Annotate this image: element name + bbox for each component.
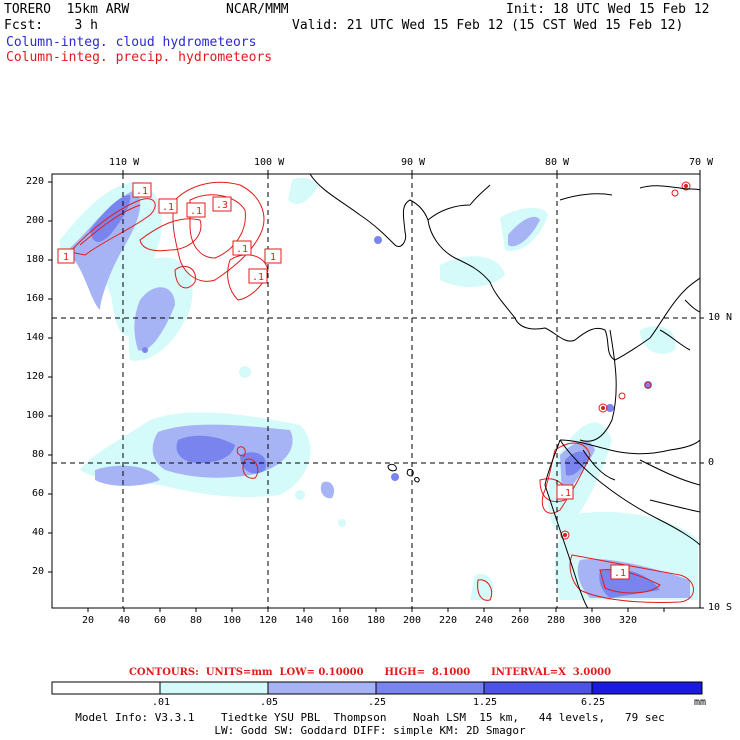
- x-tick-label: 140: [295, 615, 314, 626]
- x-tick-label: 320: [619, 615, 638, 626]
- map-plot-area: [52, 174, 700, 608]
- contour-label: .1: [232, 240, 252, 256]
- colorbar-bin-1: [159, 681, 269, 695]
- model-info-line1: Model Info: V3.3.1 Tiedtke YSU PBL Thomp…: [75, 711, 665, 724]
- x-tick-label: 60: [154, 615, 167, 626]
- y-tick-label: 60: [32, 488, 45, 499]
- svg-text:.1: .1: [252, 272, 264, 283]
- y-tick-label: 80: [32, 449, 45, 460]
- precip-cores: [563, 184, 688, 537]
- contour-label: .1: [158, 198, 178, 214]
- model-title: TORERO 15km ARW: [4, 2, 130, 17]
- lat-label: 10 S: [708, 602, 733, 613]
- x-tick-label: 160: [331, 615, 350, 626]
- x-tick-label: 80: [190, 615, 203, 626]
- y-tick-label: 40: [32, 527, 45, 538]
- lon-label: 110 W: [109, 157, 140, 168]
- y-tick-label: 140: [26, 332, 45, 343]
- colorbar-label: .01: [152, 697, 171, 708]
- y-tick-label: 20: [32, 566, 45, 577]
- x-tick-label: 280: [547, 615, 566, 626]
- svg-text:.1: .1: [162, 202, 174, 213]
- svg-text:.1: .1: [190, 206, 202, 217]
- valid-time: Valid: 21 UTC Wed 15 Feb 12 (15 CST Wed …: [292, 18, 684, 33]
- left-ticks: [48, 181, 52, 573]
- svg-text:.1: .1: [559, 488, 571, 499]
- colorbar-label: .05: [260, 697, 279, 708]
- colorbar-unit: mm: [694, 697, 707, 708]
- forecast-hour: Fcst: 3 h: [4, 18, 98, 33]
- contour-label: .1: [132, 182, 152, 198]
- x-tick-label: 120: [259, 615, 278, 626]
- top-ticks: [122, 170, 701, 174]
- contour-label: .3: [212, 196, 232, 212]
- x-tick-label: 260: [511, 615, 530, 626]
- x-tick-label: 20: [82, 615, 95, 626]
- coastlines: [309, 174, 700, 608]
- x-tick-label: 40: [118, 615, 131, 626]
- y-tick-label: 220: [26, 176, 45, 187]
- lon-label: 70 W: [689, 157, 714, 168]
- colorbar-bin-5: [591, 681, 703, 695]
- svg-text:1: 1: [270, 252, 276, 263]
- org-label: NCAR/MMM: [226, 2, 289, 17]
- colorbar-bin-0: [51, 681, 161, 695]
- x-tick-label: 300: [583, 615, 602, 626]
- y-tick-label: 200: [26, 215, 45, 226]
- y-tick-label: 180: [26, 254, 45, 265]
- cloud-shading-dark: [90, 195, 660, 598]
- colorbar-bin-4: [483, 681, 593, 695]
- colorbar: [51, 681, 703, 695]
- contour-label: 1: [57, 248, 75, 264]
- y-tick-label: 160: [26, 293, 45, 304]
- y-tick-label: 100: [26, 410, 45, 421]
- contour-label: .1: [248, 268, 268, 284]
- model-info-line2: LW: Godd SW: Goddard DIFF: simple KM: 2D…: [214, 724, 526, 737]
- svg-text:1: 1: [63, 252, 69, 263]
- svg-text:.1: .1: [136, 186, 148, 197]
- field-precip-title: Column-integ. precip. hydrometeors: [6, 50, 273, 65]
- lat-label: 10 N: [708, 312, 733, 323]
- graticule: [52, 174, 700, 608]
- bottom-ticks: [87, 608, 665, 612]
- svg-text:.1: .1: [236, 244, 248, 255]
- x-tick-label: 220: [439, 615, 458, 626]
- contour-label: .1: [610, 564, 630, 580]
- precip-contours: [69, 181, 694, 603]
- right-ticks: [700, 317, 704, 609]
- contour-label: 1: [264, 248, 282, 264]
- colorbar-label: 6.25: [581, 697, 606, 708]
- contour-label: .1: [556, 484, 574, 500]
- colorbar-label: .25: [368, 697, 387, 708]
- lon-label: 80 W: [545, 157, 570, 168]
- svg-text:.3: .3: [216, 200, 228, 211]
- colorbar-bin-3: [375, 681, 485, 695]
- y-tick-label: 120: [26, 371, 45, 382]
- x-tick-label: 100: [223, 615, 242, 626]
- x-tick-label: 240: [475, 615, 494, 626]
- lat-label: 0: [708, 457, 715, 468]
- lon-label: 90 W: [401, 157, 426, 168]
- contour-label: .1: [186, 202, 206, 218]
- lon-label: 100 W: [254, 157, 285, 168]
- colorbar-bin-2: [267, 681, 377, 695]
- x-tick-label: 180: [367, 615, 386, 626]
- contour-label-boxes: 1 .1 .1 .1 .3 .1 1 .1 .1 .1: [57, 182, 630, 580]
- colorbar-label: 1.25: [473, 697, 498, 708]
- field-cloud-title: Column-integ. cloud hydrometeors: [6, 35, 257, 50]
- x-tick-label: 200: [403, 615, 422, 626]
- contours-info: CONTOURS: UNITS=mm LOW= 0.10000 HIGH= 8.…: [128, 667, 612, 678]
- svg-text:.1: .1: [614, 568, 626, 579]
- init-time: Init: 18 UTC Wed 15 Feb 12: [506, 2, 710, 17]
